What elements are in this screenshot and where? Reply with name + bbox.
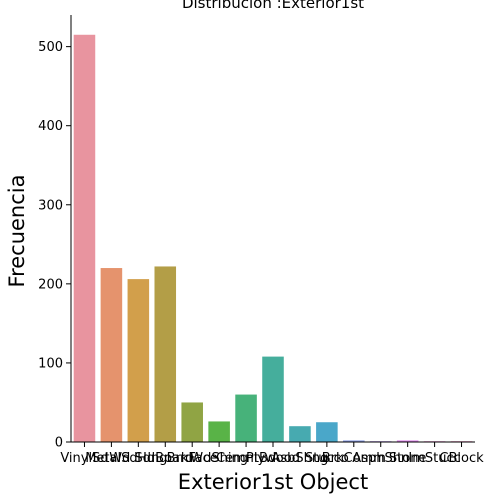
bar-asbshng <box>289 426 311 442</box>
bar-plywood <box>262 357 284 442</box>
y-axis-ticks: 0 100 200 300 400 500 <box>38 40 71 450</box>
y-tick-label: 400 <box>38 119 63 134</box>
y-tick-label: 100 <box>38 356 63 371</box>
bar-wd-sdng <box>128 279 150 442</box>
x-tick-label: CBlock <box>439 451 484 466</box>
bar-metalsd <box>101 268 123 442</box>
bars-group <box>74 35 473 442</box>
y-axis-title: Frecuencia <box>5 175 29 288</box>
x-axis-title: Exterior1st Object <box>178 470 368 494</box>
bar-hdboard <box>154 266 176 442</box>
y-tick-label: 200 <box>38 277 63 292</box>
bar-cemntbd <box>235 395 257 442</box>
chart-title: Distribución :Exterior1st <box>182 0 364 12</box>
bar-stucco <box>316 422 338 442</box>
y-tick-label: 300 <box>38 198 63 213</box>
y-tick-label: 0 <box>55 436 63 451</box>
bar-vinylsd <box>74 35 96 442</box>
y-tick-label: 500 <box>38 40 63 55</box>
bar-wdshing <box>208 421 230 442</box>
bar-brkface <box>181 402 203 442</box>
